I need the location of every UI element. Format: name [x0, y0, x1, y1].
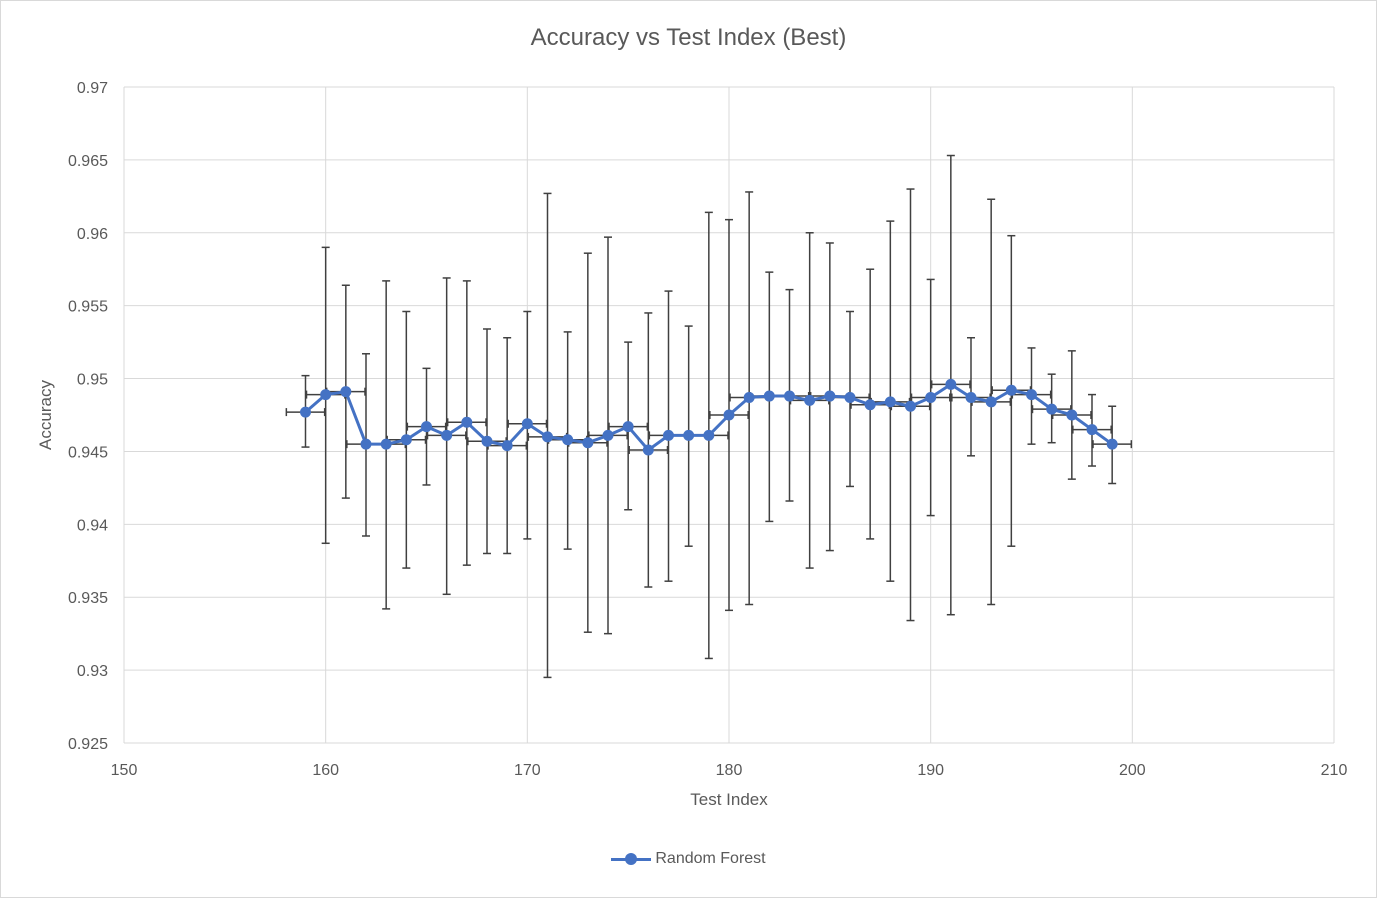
- data-point: [723, 409, 735, 421]
- data-point: [582, 437, 594, 449]
- data-point: [804, 394, 816, 406]
- y-tick-label: 0.96: [77, 226, 108, 243]
- data-point: [501, 440, 513, 452]
- data-point: [945, 378, 957, 390]
- y-tick-label: 0.945: [68, 444, 108, 461]
- data-point: [421, 421, 432, 433]
- x-tick-label: 190: [917, 762, 944, 779]
- y-tick-label: 0.93: [77, 663, 108, 680]
- data-point: [300, 406, 311, 418]
- data-point: [461, 416, 473, 428]
- error-bars: [285, 154, 1133, 679]
- data-point: [340, 386, 352, 398]
- data-point: [864, 399, 876, 411]
- data-point: [400, 434, 412, 446]
- x-tick-label: 180: [716, 762, 743, 779]
- data-point: [1106, 438, 1118, 450]
- data-point: [562, 434, 574, 446]
- y-tick-label: 0.97: [77, 80, 108, 97]
- data-point: [743, 392, 755, 404]
- series-random-forest: [300, 378, 1118, 456]
- y-tick-label: 0.935: [68, 590, 108, 607]
- data-point: [824, 390, 836, 402]
- y-tick-label: 0.94: [77, 517, 108, 534]
- x-tick-label: 200: [1119, 762, 1146, 779]
- data-point: [703, 429, 715, 441]
- data-point: [1046, 403, 1058, 415]
- data-point: [602, 429, 614, 441]
- data-point: [481, 435, 493, 447]
- data-point: [884, 396, 896, 408]
- y-tick-label: 0.95: [77, 372, 108, 389]
- x-axis-ticks: 150 160 170 180 190 200 210: [111, 762, 1348, 779]
- x-axis-label: Test Index: [690, 790, 768, 809]
- legend-label-random-forest: Random Forest: [655, 850, 766, 867]
- data-point: [925, 392, 937, 404]
- data-point: [642, 444, 654, 456]
- data-point: [784, 390, 795, 402]
- chart-title: Accuracy vs Test Index (Best): [530, 24, 847, 51]
- data-point: [1026, 389, 1037, 401]
- data-point: [844, 392, 856, 404]
- x-tick-label: 150: [111, 762, 138, 779]
- x-tick-label: 170: [514, 762, 541, 779]
- data-point: [1086, 424, 1098, 436]
- y-tick-label: 0.925: [68, 736, 108, 753]
- data-point: [380, 438, 392, 450]
- data-point: [1066, 409, 1078, 421]
- y-axis-label: Accuracy: [36, 380, 55, 450]
- legend-marker-icon: [611, 852, 652, 866]
- data-point: [521, 418, 533, 430]
- data-point: [320, 389, 332, 401]
- data-point: [1005, 384, 1017, 396]
- y-axis-ticks: 0.925 0.93 0.935 0.94 0.945 0.95 0.955 0.96 0.96…: [68, 80, 108, 753]
- data-point: [441, 429, 453, 441]
- data-point: [542, 431, 553, 443]
- data-point: [763, 390, 775, 402]
- y-tick-label: 0.955: [68, 299, 108, 316]
- x-tick-label: 210: [1321, 762, 1348, 779]
- data-point: [985, 396, 997, 408]
- data-point: [905, 400, 916, 412]
- legend: Random Forest: [0, 850, 1377, 868]
- y-tick-label: 0.965: [68, 153, 108, 170]
- data-point: [360, 438, 372, 450]
- data-point: [622, 421, 634, 433]
- data-point: [663, 429, 674, 441]
- data-point: [683, 429, 695, 441]
- data-point: [965, 392, 977, 404]
- x-tick-label: 160: [312, 762, 339, 779]
